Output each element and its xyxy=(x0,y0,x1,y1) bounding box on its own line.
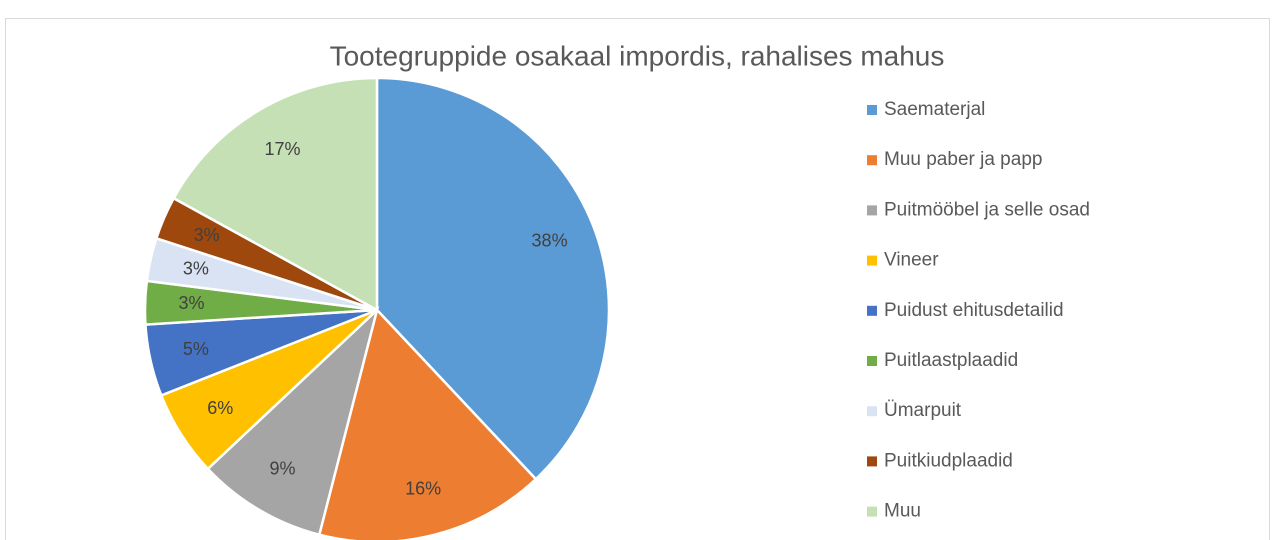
pie-slice xyxy=(206,306,380,537)
legend-swatch xyxy=(867,406,877,417)
data-label: 38% xyxy=(532,230,568,250)
data-label: 3% xyxy=(183,258,209,278)
legend-label: Muu xyxy=(884,501,921,522)
legend-swatch xyxy=(867,456,877,467)
legend-label: Vineer xyxy=(884,250,939,271)
legend-swatch xyxy=(867,255,877,266)
data-label: 16% xyxy=(405,479,441,499)
data-label: 3% xyxy=(194,225,220,245)
legend-label: Puitlaastplaadid xyxy=(884,350,1018,371)
legend-swatch xyxy=(867,305,877,316)
legend-label: Muu paber ja papp xyxy=(884,149,1042,170)
pie-slice xyxy=(375,76,611,481)
legend-swatch xyxy=(867,105,877,115)
legend-label: Puitkiudplaadid xyxy=(884,450,1013,471)
legend-swatch xyxy=(867,506,877,517)
legend-label: Puitmööbel ja selle osad xyxy=(884,199,1090,220)
legend-label: Ümarpuit xyxy=(884,400,962,421)
data-label: 5% xyxy=(183,339,209,359)
legend-swatch xyxy=(867,205,877,216)
data-label: 17% xyxy=(265,139,301,159)
pie-slice xyxy=(171,76,379,313)
pie-slice xyxy=(317,307,538,540)
data-label: 9% xyxy=(270,459,296,479)
legend-label: Saematerjal xyxy=(884,99,985,120)
legend-label: Puidust ehitusdetailid xyxy=(884,300,1064,321)
legend-swatch xyxy=(867,356,877,366)
data-label: 3% xyxy=(178,293,204,313)
data-label: 6% xyxy=(207,398,233,418)
chart-title: Tootegruppide osakaal impordis, rahalise… xyxy=(330,40,945,71)
legend-swatch xyxy=(867,155,877,166)
